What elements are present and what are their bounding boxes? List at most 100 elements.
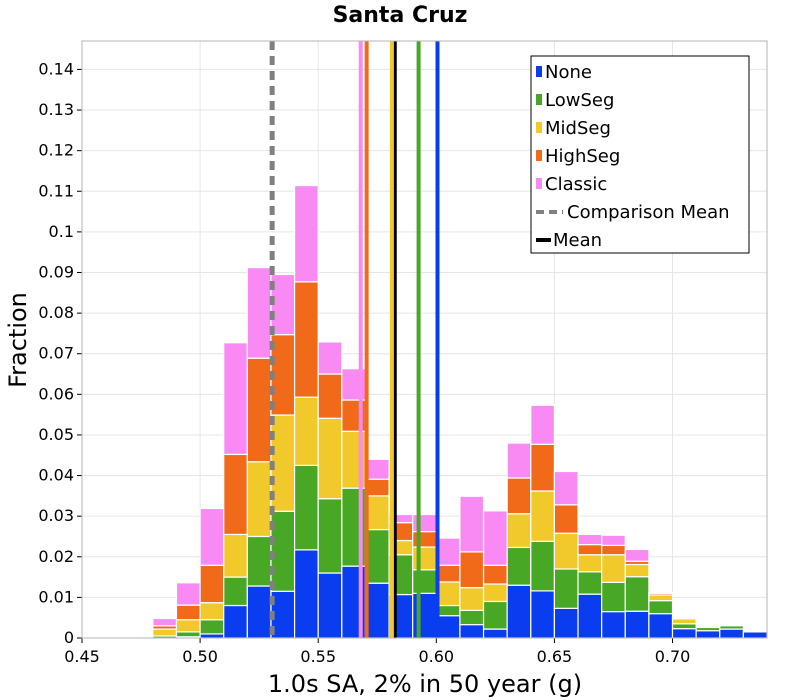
bar-lowseg-15 [506,546,532,586]
bar-lowseg-13 [459,609,485,626]
plot-frame [81,40,768,639]
bar-classic-11 [412,513,437,533]
x-tick-label-0: 0.45 [64,647,100,666]
bar-lowseg-3 [223,576,248,607]
legend-comparison-mean-label: Comparison Mean [567,202,730,223]
bar-classic-7 [317,341,343,375]
x-tick-label-1: 0.50 [182,647,218,666]
bar-none-9 [364,582,390,639]
bar-none-19 [601,611,626,639]
bar-lowseg-4 [246,535,272,587]
bar-classic-21 [648,591,674,594]
bar-lowseg-21 [648,600,674,615]
bar-midseg-12 [435,581,461,607]
legend-midseg-label: MidSeg [545,118,611,139]
bar-classic-0 [152,617,178,627]
y-tick-label-14: 0.14 [38,59,74,78]
bar-midseg-20 [624,563,650,578]
bar-classic-15 [506,442,532,479]
bar-highseg-16 [530,443,556,492]
y-tick-label-12: 0.12 [38,141,74,160]
bar-highseg-17 [553,504,579,534]
y-axis-label: Fraction [4,292,32,388]
bar-highseg-19 [601,544,626,556]
bar-none-12 [435,615,461,639]
bar-lowseg-12 [435,604,461,617]
bar-classic-9 [364,458,390,480]
bar-classic-12 [435,537,461,566]
legend-mean-label: Mean [553,230,602,251]
bar-midseg-19 [601,554,626,583]
bar-highseg-11 [412,530,437,548]
bar-midseg-14 [482,583,508,603]
legend-highseg-label: HighSeg [545,146,620,167]
bar-none-7 [317,572,343,639]
bar-classic-14 [482,510,508,566]
bar-midseg-16 [530,490,556,542]
x-axis-ticks: 0.45 0.50 0.55 0.60 0.65 0.70 [64,638,690,666]
bar-highseg-7 [317,373,343,419]
y-tick-label-7: 0.07 [38,344,74,363]
legend-midseg-swatch [536,122,542,133]
legend-lowseg-swatch [536,94,542,105]
x-tick-label-3: 0.60 [418,647,454,666]
y-tick-label-4: 0.04 [38,466,74,485]
bar-highseg-3 [223,453,248,536]
x-tick-label-5: 0.70 [655,647,691,666]
x-tick-label-2: 0.55 [300,647,336,666]
legend-classic-swatch [536,178,542,189]
bar-midseg-13 [459,587,485,611]
y-tick-label-11: 0.11 [38,181,74,200]
bar-highseg-13 [459,551,485,589]
bar-midseg-2 [199,602,225,621]
bar-classic-4 [246,267,272,359]
bar-midseg-22 [671,618,697,625]
bar-none-25 [742,631,768,639]
bar-highseg-2 [199,564,225,604]
bar-classic-6 [293,184,319,283]
bar-lowseg-18 [577,571,603,595]
y-tick-label-13: 0.13 [38,100,74,119]
bar-lowseg-19 [601,581,626,613]
bar-none-23 [695,630,721,639]
bar-highseg-4 [246,357,272,463]
y-tick-label-0: 0 [64,628,74,647]
y-tick-label-3: 0.03 [38,506,74,525]
bar-lowseg-2 [199,619,225,635]
bar-midseg-1 [175,619,201,633]
bar-highseg-6 [293,281,319,398]
bar-classic-3 [223,342,248,456]
bar-highseg-15 [506,477,532,515]
bar-none-11 [412,592,437,639]
bar-none-20 [624,610,650,639]
bar-midseg-9 [364,495,390,531]
bar-midseg-4 [246,461,272,538]
bar-lowseg-22 [671,623,697,630]
bar-highseg-18 [577,543,603,556]
bar-none-16 [530,590,556,639]
y-tick-label-8: 0.08 [38,303,74,322]
legend-highseg-swatch [536,150,542,161]
bar-midseg-0 [152,628,178,637]
bar-none-14 [482,628,508,639]
bar-highseg-1 [175,604,201,621]
bar-none-3 [223,604,248,639]
bar-none-21 [648,613,674,639]
bar-midseg-6 [293,396,319,466]
bar-classic-20 [624,548,650,562]
bar-none-15 [506,584,532,639]
bar-none-22 [671,628,697,639]
bar-classic-13 [459,495,485,553]
bar-highseg-14 [482,564,508,585]
bar-none-4 [246,585,272,639]
bar-midseg-15 [506,513,532,549]
bar-classic-16 [530,404,556,445]
bar-classic-2 [199,507,225,566]
legend-lowseg-label: LowSeg [545,90,614,111]
y-axis-ticks: 0 0.01 0.02 0.03 0.04 0.05 0.06 0.07 0.08 0.09 0.1… [38,59,82,647]
y-tick-label-6: 0.06 [38,384,74,403]
bar-none-17 [553,607,579,639]
y-tick-label-1: 0.01 [38,587,74,606]
bar-classic-1 [175,582,201,606]
bar-midseg-3 [223,533,248,578]
